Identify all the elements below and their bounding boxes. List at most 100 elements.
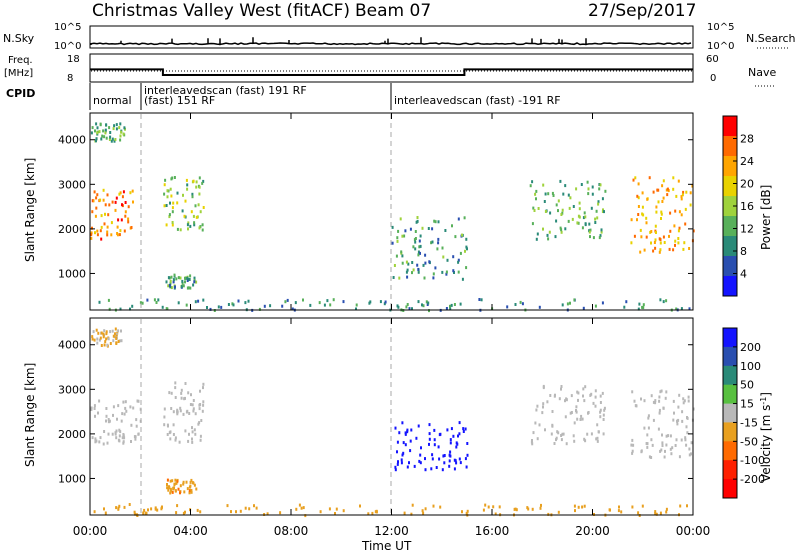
echo-cell — [397, 460, 399, 464]
echo-cell — [98, 399, 101, 403]
echo-cell — [654, 399, 657, 403]
echo-cell — [124, 400, 127, 404]
power-ytick-2: 2000 — [58, 223, 86, 236]
power-colorbar-swatch — [723, 236, 737, 257]
echo-cell — [590, 432, 593, 436]
echo-cell — [142, 511, 145, 515]
echo-cell — [174, 436, 177, 440]
echo-cell — [391, 241, 394, 245]
echo-cell — [401, 234, 404, 238]
echo-cell — [111, 432, 114, 436]
echo-cell — [146, 298, 149, 302]
echo-cell — [561, 303, 564, 307]
velocity-ytick-1: 3000 — [58, 383, 86, 396]
echo-cell — [577, 221, 580, 225]
echo-cell — [396, 440, 399, 444]
echo-cell — [565, 442, 568, 446]
echo-cell — [136, 399, 139, 403]
echo-cell — [555, 203, 558, 207]
time-axis: 00:00 04:00 08:00 12:00 16:00 20:00 00:00 — [73, 113, 710, 538]
echo-cell — [187, 221, 190, 225]
echo-cell — [100, 237, 103, 241]
velocity-colorbar-swatch — [723, 403, 737, 423]
echo-cell — [129, 307, 131, 311]
echo-cell — [478, 298, 481, 301]
echo-cell — [431, 457, 434, 461]
echo-cell — [640, 397, 642, 401]
echo-cell — [109, 342, 112, 345]
echo-cell — [550, 432, 553, 436]
echo-cell — [115, 436, 118, 440]
echo-cell — [179, 409, 182, 413]
echo-cell — [428, 442, 430, 446]
echo-cell — [180, 285, 183, 289]
echo-cell — [167, 284, 170, 288]
echo-cell — [420, 446, 422, 450]
cpid-normal: normal — [93, 94, 132, 107]
echo-cell — [435, 466, 438, 469]
echo-cell — [383, 302, 386, 306]
echo-cell — [654, 510, 657, 514]
echo-cell — [199, 510, 202, 514]
echo-cell — [394, 468, 397, 472]
echo-cell — [587, 192, 590, 196]
echo-cell — [452, 269, 455, 273]
echo-cell — [556, 430, 559, 434]
echo-cell — [437, 445, 440, 449]
x-tick-1: 04:00 — [173, 524, 208, 538]
power-colorbar-swatch — [723, 216, 737, 237]
echo-cell — [459, 461, 462, 465]
echo-cell — [185, 410, 188, 414]
echo-cell — [432, 276, 435, 280]
echo-cell — [111, 329, 114, 333]
echo-cell — [93, 407, 96, 410]
echo-cell — [104, 212, 106, 216]
echo-cell — [115, 341, 118, 345]
echo-cell — [666, 187, 669, 191]
echo-cell — [630, 241, 633, 245]
echo-cell — [617, 509, 620, 513]
echo-cell — [175, 277, 178, 281]
echo-cell — [535, 189, 538, 193]
echo-cell — [103, 222, 106, 226]
echo-cell — [90, 131, 93, 135]
echo-cell — [124, 406, 127, 410]
echo-cell — [455, 445, 458, 449]
echo-cell — [684, 222, 687, 226]
echo-cell — [548, 230, 551, 234]
echo-cell — [117, 329, 120, 333]
echo-cell — [201, 223, 204, 227]
echo-cell — [680, 195, 683, 199]
echo-cell — [111, 200, 114, 204]
echo-cell — [567, 219, 570, 223]
echo-cell — [179, 484, 182, 488]
echo-cell — [154, 507, 157, 511]
echo-cell — [577, 391, 580, 395]
echo-cell — [641, 205, 644, 209]
echo-cell — [398, 431, 401, 435]
echo-cell — [396, 304, 399, 308]
echo-cell — [406, 275, 409, 279]
echo-cell — [135, 418, 138, 422]
echo-cell — [457, 270, 460, 274]
echo-cell — [165, 307, 168, 311]
echo-cell — [576, 221, 579, 225]
echo-cell — [571, 217, 574, 221]
echo-cell — [406, 465, 409, 469]
echo-cell — [255, 506, 258, 510]
echo-cell — [127, 220, 130, 224]
echo-cell — [549, 211, 552, 215]
echo-cell — [599, 415, 602, 419]
echo-cell — [652, 400, 655, 404]
echo-cell — [521, 302, 524, 306]
nsky-tick-bottom: 10^0 — [54, 41, 81, 52]
echo-cell — [175, 481, 178, 485]
echo-cell — [95, 196, 98, 200]
power-ytick-3: 1000 — [58, 267, 86, 280]
echo-cell — [428, 260, 431, 264]
echo-cell — [190, 393, 192, 397]
echo-cell — [104, 340, 107, 344]
echo-cell — [106, 193, 109, 197]
echo-cell — [684, 438, 687, 442]
echo-cell — [568, 206, 571, 210]
